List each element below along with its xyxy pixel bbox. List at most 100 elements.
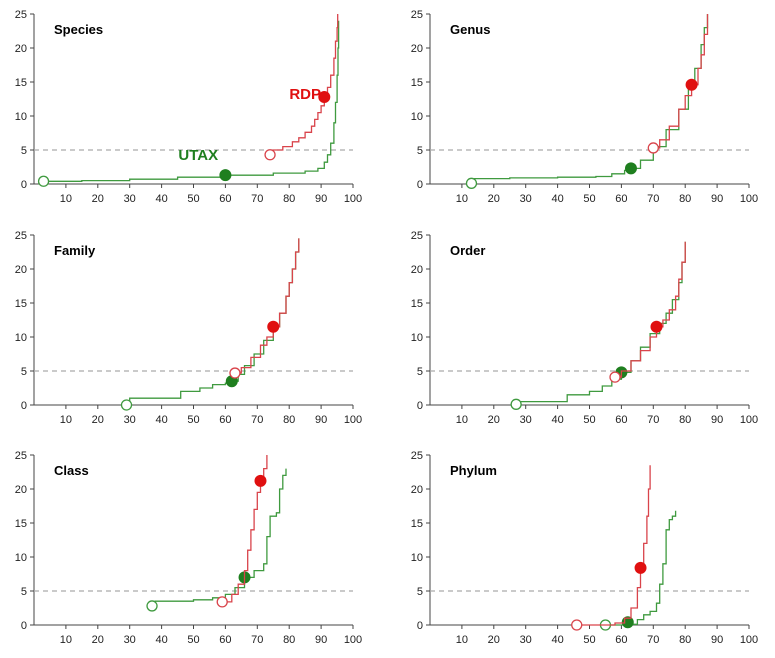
start-marker-rdp xyxy=(264,149,276,161)
x-tick-label: 90 xyxy=(315,634,327,646)
y-tick-label: 5 xyxy=(417,366,423,378)
y-tick-label: 10 xyxy=(411,332,423,344)
x-tick-label: 90 xyxy=(711,414,723,426)
filled-marker-rdp xyxy=(254,474,267,487)
panel-family: 0 5 10 15 20 25 10 20 30 40 50 60 70 80 90 100 Family xyxy=(15,230,362,426)
x-tick-label: 10 xyxy=(60,193,72,205)
start-marker-utax xyxy=(146,600,158,612)
start-marker-rdp xyxy=(571,619,583,631)
x-tick-label: 100 xyxy=(344,634,362,646)
x-tick-label: 10 xyxy=(456,634,468,646)
x-tick-label: 30 xyxy=(520,634,532,646)
y-tick-label: 25 xyxy=(411,9,423,21)
x-tick-label: 80 xyxy=(679,634,691,646)
x-tick-label: 20 xyxy=(488,414,500,426)
y-tick-label: 20 xyxy=(411,264,423,276)
y-tick-label: 15 xyxy=(15,77,27,89)
panel-phylum: 0 5 10 15 20 25 10 20 30 40 50 60 70 80 90 100 Phylum xyxy=(411,450,758,646)
x-tick-label: 40 xyxy=(551,414,563,426)
x-tick-label: 10 xyxy=(60,634,72,646)
y-tick-label: 0 xyxy=(21,179,27,191)
y-tick-label: 5 xyxy=(21,586,27,598)
x-tick-label: 20 xyxy=(488,634,500,646)
x-tick-label: 20 xyxy=(92,634,104,646)
filled-marker-rdp xyxy=(634,561,647,574)
y-tick-label: 15 xyxy=(411,298,423,310)
y-tick-label: 5 xyxy=(21,366,27,378)
series-line-rdp xyxy=(653,14,709,149)
panel-title: Genus xyxy=(450,22,490,37)
start-marker-rdp xyxy=(647,142,659,154)
y-tick-label: 5 xyxy=(21,145,27,157)
x-tick-label: 60 xyxy=(219,414,231,426)
y-tick-label: 10 xyxy=(15,111,27,123)
start-marker-rdp xyxy=(216,596,228,608)
x-tick-label: 60 xyxy=(219,634,231,646)
x-tick-label: 100 xyxy=(740,414,758,426)
x-tick-label: 100 xyxy=(740,634,758,646)
x-tick-label: 20 xyxy=(92,414,104,426)
x-tick-label: 30 xyxy=(124,193,136,205)
x-tick-label: 30 xyxy=(520,414,532,426)
filled-marker-rdp xyxy=(685,78,698,91)
panel-species: 0 5 10 15 20 25 10 20 30 40 50 60 70 80 90 100 Species RD… xyxy=(15,9,362,205)
x-tick-label: 40 xyxy=(551,634,563,646)
y-tick-label: 25 xyxy=(15,9,27,21)
y-tick-label: 25 xyxy=(15,450,27,462)
y-tick-label: 25 xyxy=(411,230,423,242)
x-tick-label: 60 xyxy=(615,634,627,646)
x-tick-label: 70 xyxy=(647,634,659,646)
panel-order: 0 5 10 15 20 25 10 20 30 40 50 60 70 80 90 100 Order xyxy=(411,230,758,426)
y-tick-label: 10 xyxy=(411,552,423,564)
y-tick-label: 15 xyxy=(15,298,27,310)
x-tick-label: 30 xyxy=(124,414,136,426)
series-line-utax xyxy=(605,510,677,626)
x-tick-label: 100 xyxy=(740,193,758,205)
filled-marker-rdp xyxy=(267,320,280,333)
x-tick-label: 50 xyxy=(187,414,199,426)
x-tick-label: 60 xyxy=(219,193,231,205)
panel-title: Order xyxy=(450,243,485,258)
y-tick-label: 20 xyxy=(15,484,27,496)
y-tick-label: 25 xyxy=(15,230,27,242)
series-line-utax xyxy=(471,14,709,184)
x-tick-label: 50 xyxy=(583,634,595,646)
x-tick-label: 90 xyxy=(315,193,327,205)
x-tick-label: 30 xyxy=(124,634,136,646)
start-marker-utax xyxy=(120,399,133,411)
series-label-utax: UTAX xyxy=(178,147,218,164)
y-tick-label: 20 xyxy=(411,484,423,496)
panel-title: Class xyxy=(54,463,89,478)
panel-class: 0 5 10 15 20 25 10 20 30 40 50 60 70 80 90 100 Class xyxy=(15,450,362,646)
start-marker-utax xyxy=(465,177,478,189)
x-tick-label: 90 xyxy=(711,634,723,646)
y-tick-label: 0 xyxy=(417,620,423,632)
y-tick-label: 10 xyxy=(411,111,423,123)
series-line-rdp xyxy=(270,14,339,156)
y-tick-label: 20 xyxy=(15,43,27,55)
x-tick-label: 40 xyxy=(155,414,167,426)
x-tick-label: 50 xyxy=(187,634,199,646)
filled-marker-rdp xyxy=(650,320,663,333)
series-line-utax xyxy=(152,468,287,607)
y-tick-label: 25 xyxy=(411,450,423,462)
start-marker-rdp xyxy=(609,371,621,383)
x-tick-label: 40 xyxy=(551,193,563,205)
x-tick-label: 60 xyxy=(615,193,627,205)
panel-title: Family xyxy=(54,243,96,258)
y-tick-label: 20 xyxy=(411,43,423,55)
panel-title: Species xyxy=(54,22,103,37)
x-tick-label: 100 xyxy=(344,414,362,426)
panel-title: Phylum xyxy=(450,463,497,478)
y-tick-label: 0 xyxy=(21,400,27,412)
x-tick-label: 60 xyxy=(615,414,627,426)
x-tick-label: 80 xyxy=(283,193,295,205)
x-tick-label: 10 xyxy=(60,414,72,426)
x-tick-label: 70 xyxy=(251,634,263,646)
x-tick-label: 80 xyxy=(679,414,691,426)
y-tick-label: 10 xyxy=(15,552,27,564)
filled-marker-rdp xyxy=(318,90,331,103)
series-line-utax xyxy=(43,20,340,182)
y-tick-label: 15 xyxy=(411,518,423,530)
x-tick-label: 70 xyxy=(251,193,263,205)
